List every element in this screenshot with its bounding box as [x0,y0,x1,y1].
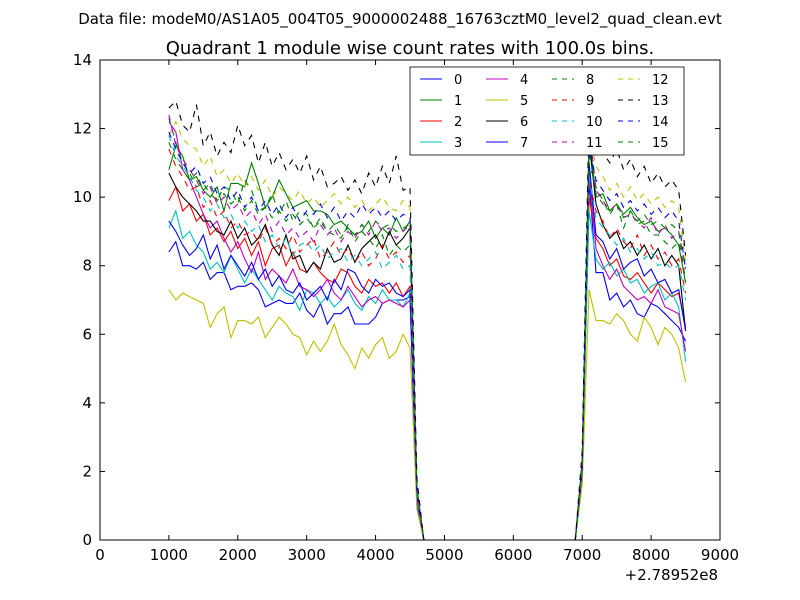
x-tick-label: 3000 [288,546,326,564]
series-line-9 [168,148,687,541]
series-line-0 [168,179,687,541]
series-line-6 [168,142,687,541]
series-line-7 [168,162,687,541]
legend-label-0: 0 [454,73,462,88]
series-line-5 [168,289,687,541]
legend-label-13: 13 [652,94,669,109]
series-line-15 [168,142,687,541]
y-tick-label: 2 [82,462,92,480]
x-tick-label: 6000 [494,546,532,564]
plot-frame [99,59,721,541]
ticks-layer: 0 1000 2000 3000 4000 5000 6000 7000 8000 9000 0 2 4… [73,51,739,564]
series-line-14 [168,131,687,541]
series-line-10 [168,135,687,541]
y-tick-label: 4 [82,394,92,412]
x-tick-label: 2000 [219,546,257,564]
series-layer [168,100,687,541]
y-tick-label: 8 [82,257,92,275]
x-tick-label: 0 [95,546,105,564]
legend-label-6: 6 [520,115,528,130]
series-line-4 [168,121,687,541]
legend-label-12: 12 [652,73,669,88]
legend-label-11: 11 [586,136,603,151]
y-tick-label: 14 [73,51,92,69]
x-offset-label: +2.78952e8 [625,566,718,584]
x-tick-label: 9000 [701,546,739,564]
series-line-11 [168,114,687,541]
legend-label-4: 4 [520,73,528,88]
legend-label-1: 1 [454,94,462,109]
legend-label-9: 9 [586,94,594,109]
legend-label-10: 10 [586,115,603,130]
legend-label-15: 15 [652,136,669,151]
series-line-8 [168,118,687,541]
series-line-2 [168,185,687,541]
x-tick-label: 7000 [563,546,601,564]
y-tick-label: 10 [73,188,92,206]
legend-label-7: 7 [520,136,528,151]
x-tick-label: 1000 [150,546,188,564]
series-line-3 [168,209,687,541]
chart-suptitle: Data file: modeM0/AS1A05_004T05_90000024… [78,10,722,29]
legend-label-2: 2 [454,115,462,130]
series-line-12 [168,120,687,541]
legend-label-14: 14 [652,115,669,130]
y-tick-label: 6 [82,325,92,343]
series-line-13 [168,100,687,541]
y-tick-label: 12 [73,120,92,138]
x-tick-label: 8000 [632,546,670,564]
x-tick-label: 5000 [425,546,463,564]
legend-label-8: 8 [586,73,594,88]
legend-label-5: 5 [520,94,528,109]
legend-box [409,66,685,156]
y-tick-label: 0 [82,531,92,549]
legend-label-3: 3 [454,136,462,151]
series-line-1 [168,135,687,541]
chart-title: Quadrant 1 module wise count rates with … [166,38,655,59]
x-tick-label: 4000 [356,546,394,564]
